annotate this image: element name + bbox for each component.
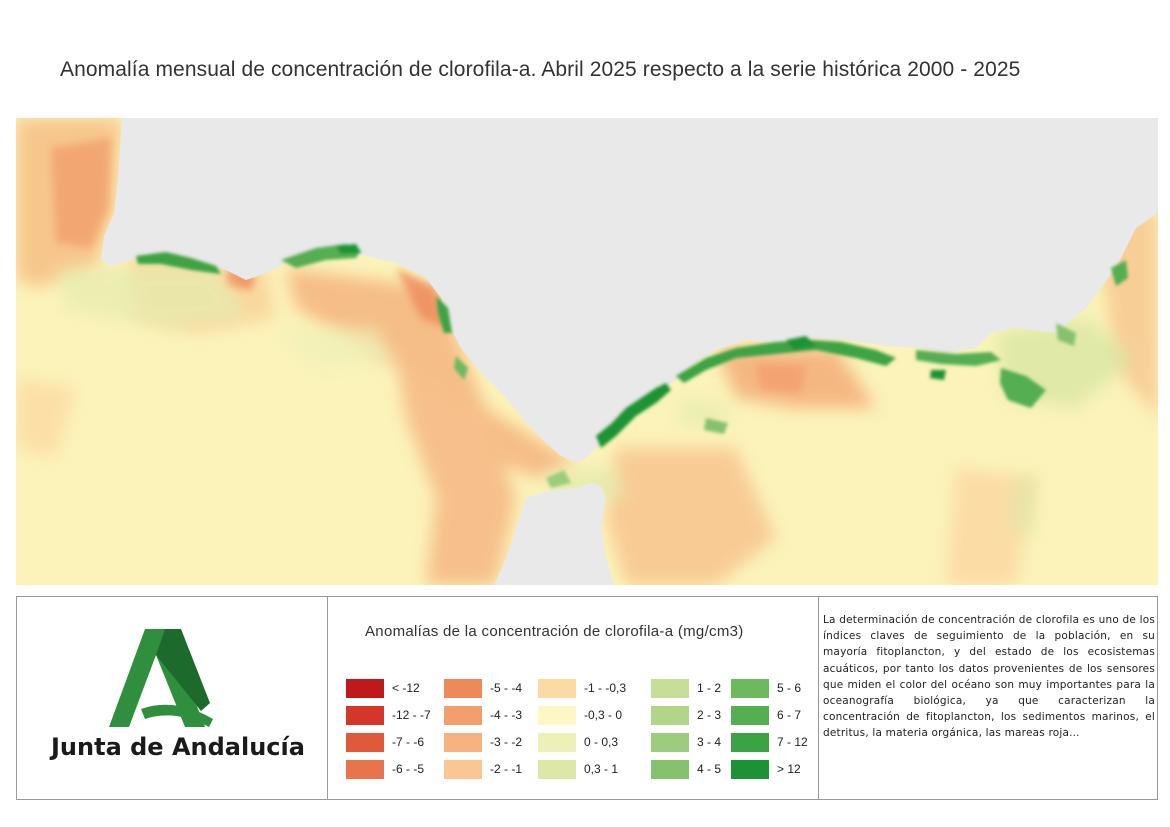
legend-label: 5 - 6 xyxy=(777,681,802,695)
description-text: La determinación de concentración de clo… xyxy=(823,614,1155,740)
legend-label: 6 - 7 xyxy=(777,708,802,722)
land-north-africa xyxy=(494,483,614,585)
legend-item: 4 - 5 xyxy=(651,760,751,780)
legend-swatch xyxy=(346,760,384,779)
legend-swatch xyxy=(538,733,576,752)
legend-item: 0 - 0,3 xyxy=(538,733,638,753)
legend-item: 1 - 2 xyxy=(651,679,751,699)
coastal-positive-anomalies xyxy=(136,244,1128,488)
legend-swatch xyxy=(444,679,482,698)
legend-item: -0,3 - 0 xyxy=(538,706,638,726)
legend-swatch xyxy=(346,679,384,698)
organization-name: Junta de Andalucía xyxy=(51,733,305,761)
legend-label: -12 - -7 xyxy=(392,708,431,722)
legend-label: > 12 xyxy=(777,762,801,776)
legend-swatch xyxy=(538,706,576,725)
legend-item: 5 - 6 xyxy=(731,679,831,699)
legend-label: 1 - 2 xyxy=(697,681,722,695)
legend-item: 3 - 4 xyxy=(651,733,751,753)
anomaly-patches-positive xyxy=(56,268,1136,538)
legend-label: -1 - -0,3 xyxy=(584,681,627,695)
legend-label: -0,3 - 0 xyxy=(584,708,623,722)
anomaly-patches-strong-negative xyxy=(51,138,806,393)
legend-swatch xyxy=(731,679,769,698)
legend-label: -5 - -4 xyxy=(490,681,523,695)
legend-item: 6 - 7 xyxy=(731,706,831,726)
legend-label: 4 - 5 xyxy=(697,762,722,776)
logo-panel: Junta de Andalucía xyxy=(16,596,328,800)
legend-item: 2 - 3 xyxy=(651,706,751,726)
legend-swatch xyxy=(731,760,769,779)
legend-title: Anomalías de la concentración de clorofi… xyxy=(365,623,744,640)
legend-swatch xyxy=(731,706,769,725)
legend-swatch xyxy=(346,706,384,725)
legend-label: -6 - -5 xyxy=(392,762,425,776)
legend-item: -6 - -5 xyxy=(346,760,446,780)
legend-swatch xyxy=(731,733,769,752)
legend-label: 3 - 4 xyxy=(697,735,722,749)
legend-swatch xyxy=(651,760,689,779)
legend-container: Anomalías de la concentración de clorofi… xyxy=(327,597,819,800)
legend-item: -12 - -7 xyxy=(346,706,446,726)
land-iberian-peninsula xyxy=(101,118,1158,463)
legend-label: < -12 xyxy=(392,681,420,695)
legend-label: 7 - 12 xyxy=(777,735,808,749)
legend-item: > 12 xyxy=(731,760,831,780)
legend-swatch xyxy=(651,706,689,725)
legend-label: 2 - 3 xyxy=(697,708,722,722)
legend-item: 0,3 - 1 xyxy=(538,760,638,780)
legend-swatch xyxy=(651,679,689,698)
legend-item: -3 - -2 xyxy=(444,733,544,753)
legend-swatch xyxy=(651,733,689,752)
map-title: Anomalía mensual de concentración de clo… xyxy=(60,58,1021,81)
legend-label: -3 - -2 xyxy=(490,735,523,749)
legend-swatch xyxy=(444,733,482,752)
chlorophyll-anomaly-map[interactable] xyxy=(16,118,1158,585)
legend-item: -5 - -4 xyxy=(444,679,544,699)
junta-de-andalucia-logo-icon xyxy=(109,629,213,727)
legend-item: -1 - -0,3 xyxy=(538,679,638,699)
legend-swatch xyxy=(444,760,482,779)
legend-label: -7 - -6 xyxy=(392,735,425,749)
legend-item: -4 - -3 xyxy=(444,706,544,726)
legend-swatch xyxy=(346,733,384,752)
legend-label: -2 - -1 xyxy=(490,762,523,776)
legend-label: 0,3 - 1 xyxy=(584,762,619,776)
legend-label: 0 - 0,3 xyxy=(584,735,619,749)
legend-swatch xyxy=(444,706,482,725)
legend-swatch xyxy=(538,760,576,779)
legend-item: 7 - 12 xyxy=(731,733,831,753)
map-canvas xyxy=(16,118,1158,585)
legend-swatch xyxy=(538,679,576,698)
legend-item: -2 - -1 xyxy=(444,760,544,780)
legend-item: < -12 xyxy=(346,679,446,699)
legend-item: -7 - -6 xyxy=(346,733,446,753)
legend-label: -4 - -3 xyxy=(490,708,523,722)
